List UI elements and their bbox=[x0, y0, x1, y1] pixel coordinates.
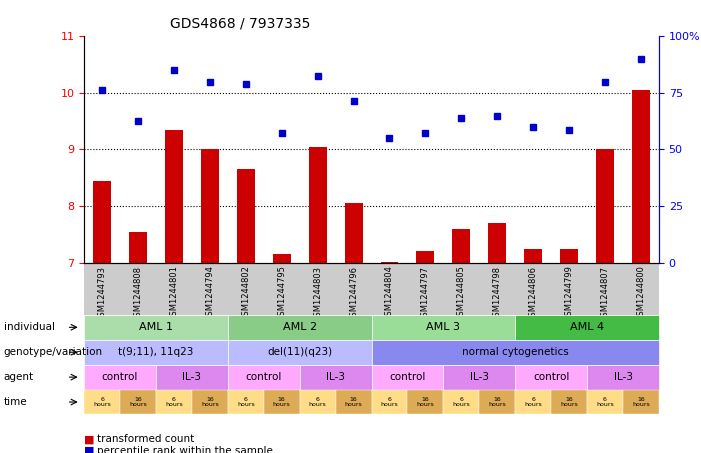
Text: 16
hours: 16 hours bbox=[201, 397, 219, 407]
Text: 16
hours: 16 hours bbox=[489, 397, 506, 407]
Text: control: control bbox=[533, 372, 569, 382]
Text: 6
hours: 6 hours bbox=[237, 397, 254, 407]
Text: 6
hours: 6 hours bbox=[524, 397, 542, 407]
Text: ■: ■ bbox=[84, 446, 95, 453]
Bar bbox=[632, 90, 650, 263]
Text: IL-3: IL-3 bbox=[613, 372, 632, 382]
Text: AML 2: AML 2 bbox=[283, 322, 317, 333]
Text: IL-3: IL-3 bbox=[326, 372, 345, 382]
Bar bbox=[165, 130, 183, 263]
Bar bbox=[452, 229, 470, 263]
Bar bbox=[416, 251, 435, 263]
Text: IL-3: IL-3 bbox=[182, 372, 201, 382]
Text: 16
hours: 16 hours bbox=[632, 397, 650, 407]
Text: 6
hours: 6 hours bbox=[596, 397, 614, 407]
Text: transformed count: transformed count bbox=[97, 434, 194, 444]
Text: 16
hours: 16 hours bbox=[129, 397, 147, 407]
Bar bbox=[237, 169, 254, 263]
Bar bbox=[560, 249, 578, 263]
Bar bbox=[93, 181, 111, 263]
Text: 16
hours: 16 hours bbox=[416, 397, 435, 407]
Text: percentile rank within the sample: percentile rank within the sample bbox=[97, 446, 273, 453]
Text: 6
hours: 6 hours bbox=[93, 397, 111, 407]
Text: 6
hours: 6 hours bbox=[452, 397, 470, 407]
Text: AML 3: AML 3 bbox=[426, 322, 461, 333]
Bar bbox=[308, 147, 327, 263]
Text: 6
hours: 6 hours bbox=[381, 397, 398, 407]
Text: individual: individual bbox=[4, 322, 55, 333]
Text: ■: ■ bbox=[84, 434, 95, 444]
Bar bbox=[596, 149, 614, 263]
Text: time: time bbox=[4, 397, 27, 407]
Text: 16
hours: 16 hours bbox=[560, 397, 578, 407]
Text: genotype/variation: genotype/variation bbox=[4, 347, 102, 357]
Text: IL-3: IL-3 bbox=[470, 372, 489, 382]
Bar bbox=[381, 262, 398, 263]
Text: AML 4: AML 4 bbox=[570, 322, 604, 333]
Text: 6
hours: 6 hours bbox=[308, 397, 327, 407]
Text: 6
hours: 6 hours bbox=[165, 397, 183, 407]
Bar bbox=[273, 254, 291, 263]
Text: t(9;11), 11q23: t(9;11), 11q23 bbox=[118, 347, 193, 357]
Bar bbox=[129, 231, 147, 263]
Bar bbox=[489, 223, 506, 263]
Text: control: control bbox=[245, 372, 282, 382]
Text: GDS4868 / 7937335: GDS4868 / 7937335 bbox=[170, 17, 311, 31]
Text: 16
hours: 16 hours bbox=[273, 397, 291, 407]
Text: AML 1: AML 1 bbox=[139, 322, 173, 333]
Text: control: control bbox=[102, 372, 138, 382]
Text: agent: agent bbox=[4, 372, 34, 382]
Text: control: control bbox=[389, 372, 426, 382]
Bar bbox=[201, 149, 219, 263]
Text: normal cytogenetics: normal cytogenetics bbox=[462, 347, 569, 357]
Bar bbox=[345, 203, 362, 263]
Text: 16
hours: 16 hours bbox=[345, 397, 362, 407]
Text: del(11)(q23): del(11)(q23) bbox=[267, 347, 332, 357]
Bar bbox=[524, 249, 542, 263]
